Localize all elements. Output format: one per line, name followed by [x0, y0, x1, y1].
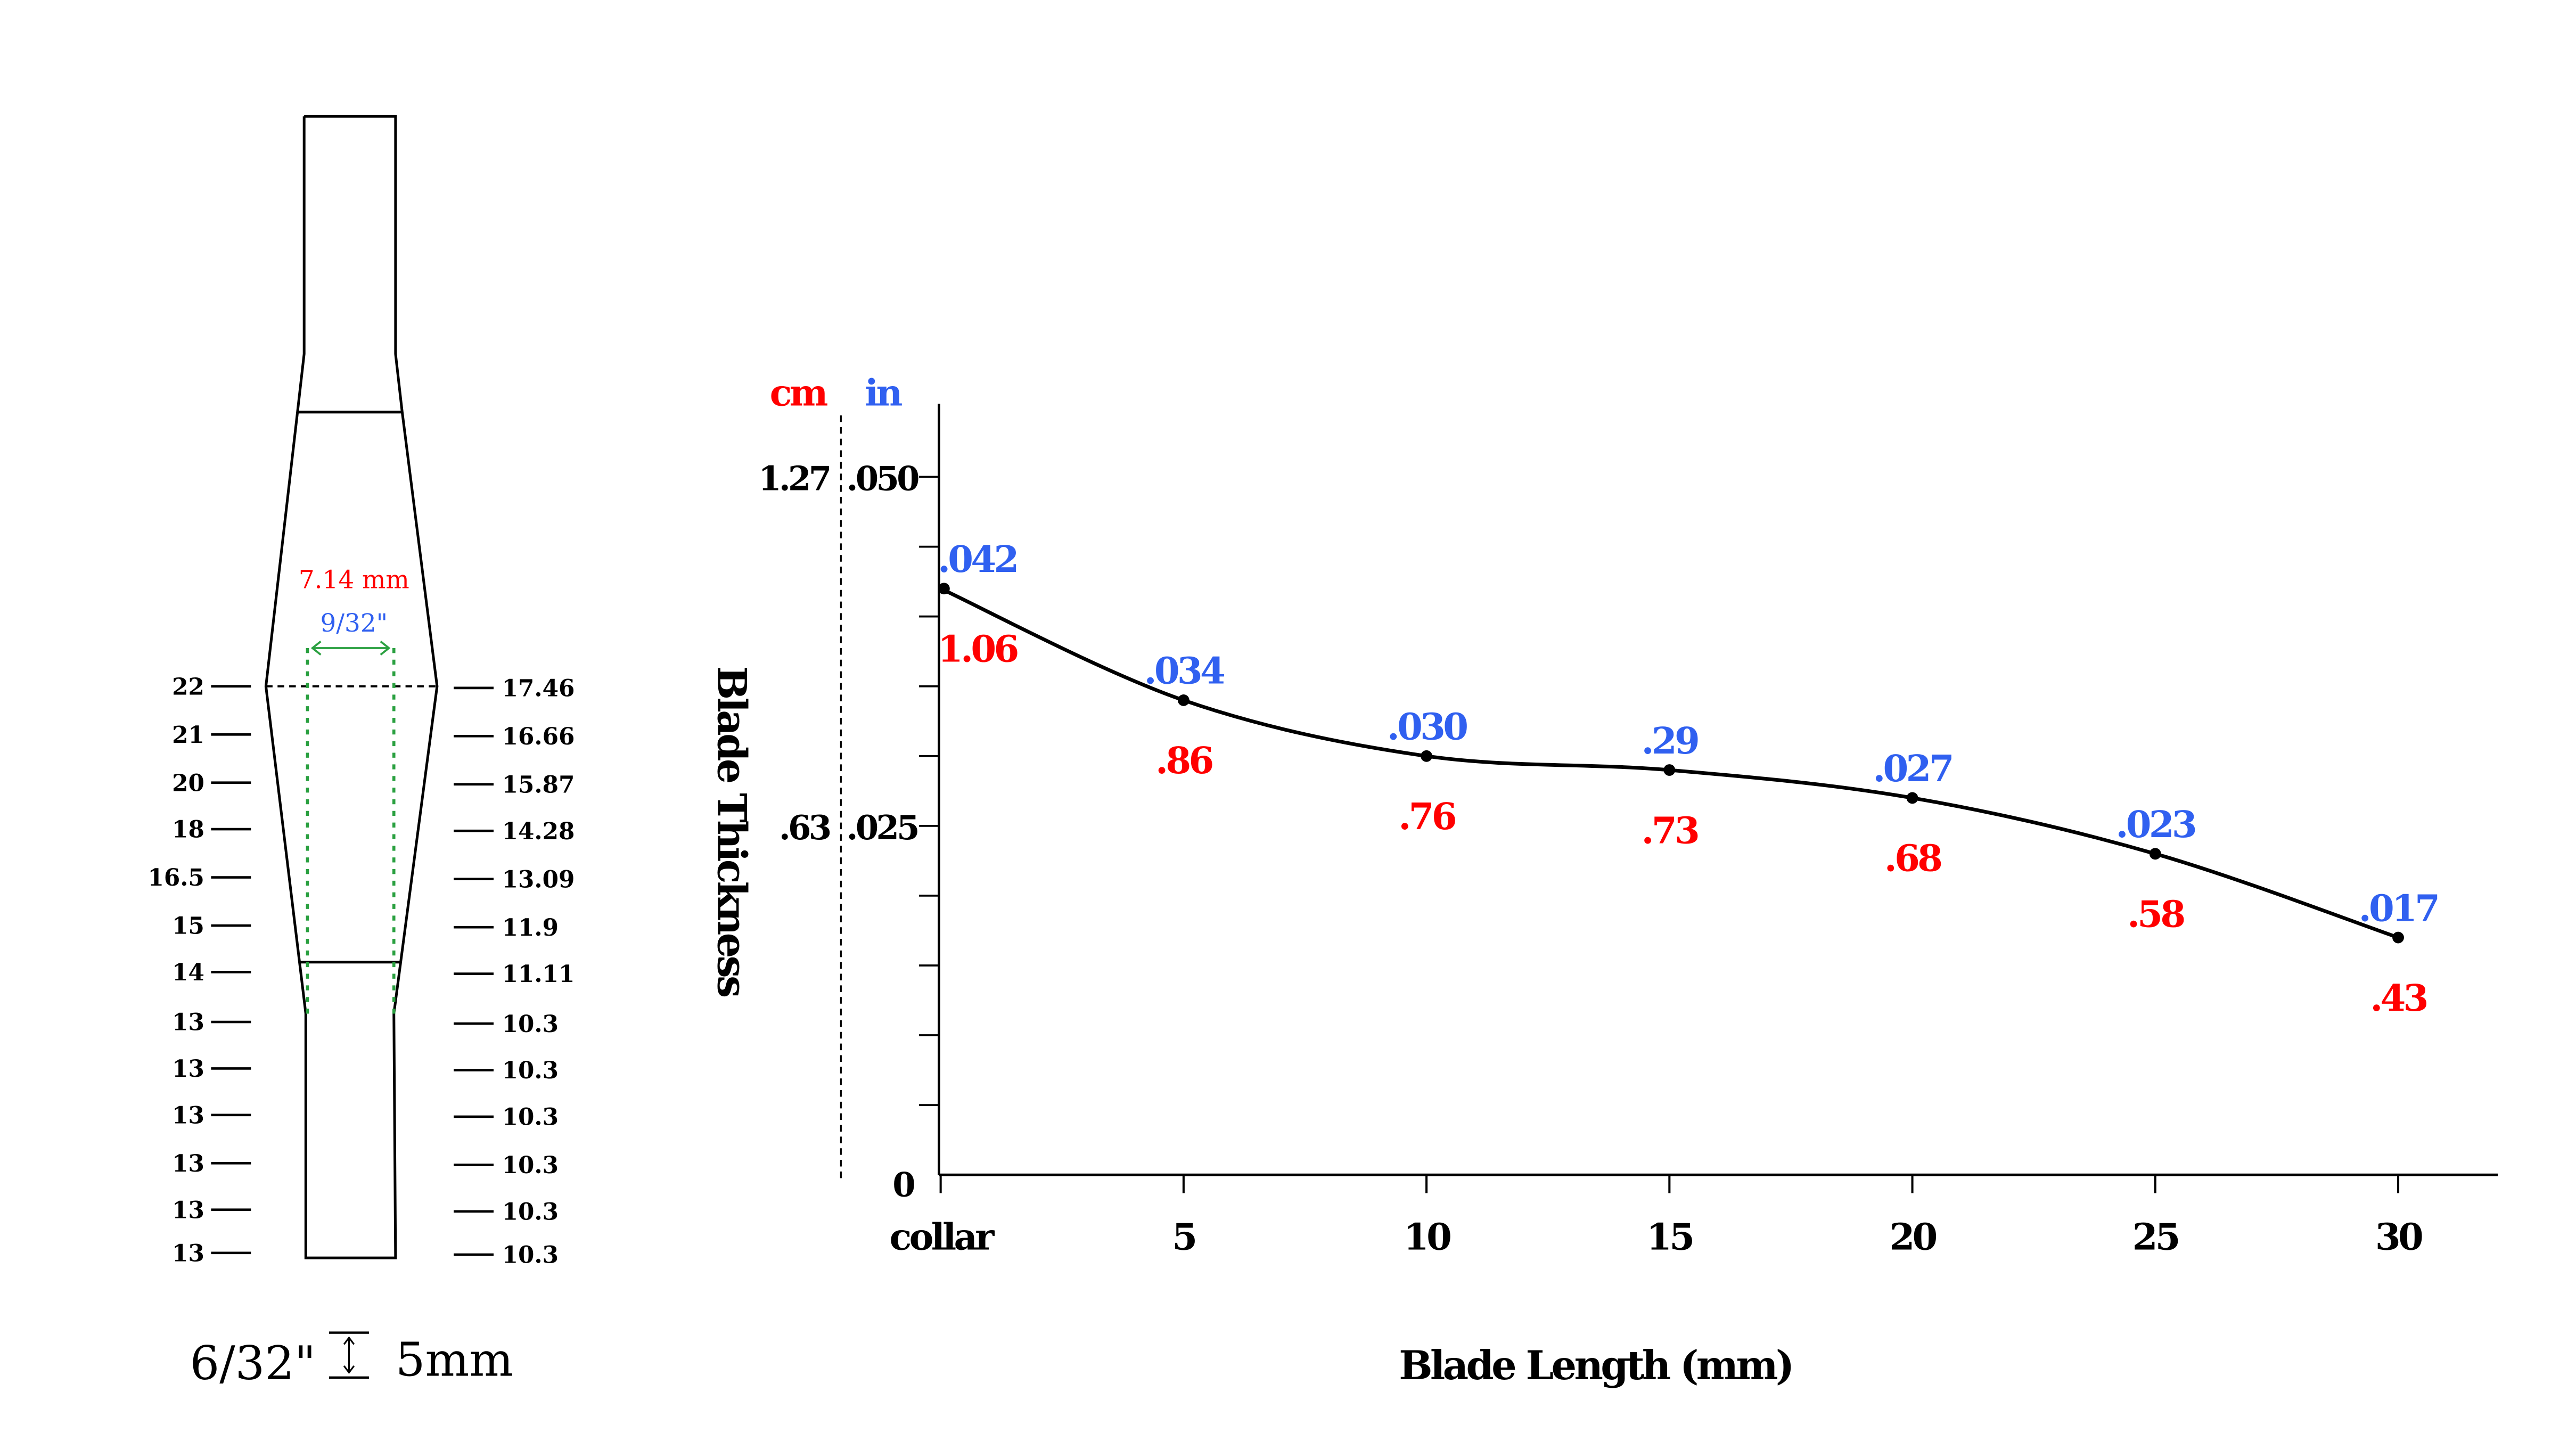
left-scale-label: 22	[172, 673, 204, 700]
blade-outline	[264, 114, 439, 1259]
right-scale-label: 15.87	[502, 771, 575, 798]
x-tick-label: 5	[1172, 1216, 1195, 1259]
data-label-cm: .68	[1884, 838, 1941, 880]
y-axis-title: Blade Thickness	[708, 666, 755, 997]
width-label-in: 9/32"	[321, 609, 388, 638]
right-scale-label: 11.11	[502, 961, 575, 988]
left-scale-label: 16.5	[147, 864, 204, 891]
left-scale-label: 21	[172, 722, 204, 749]
x-axis-title: Blade Length (mm)	[1399, 1342, 1792, 1389]
width-label-mm: 7.14 mm	[299, 566, 409, 595]
data-label-cm: .73	[1642, 809, 1698, 852]
data-point	[1421, 750, 1433, 762]
data-label-in: .29	[1642, 720, 1698, 763]
right-scale-label: 11.9	[502, 914, 559, 942]
right-scale-label: 10.3	[502, 1011, 559, 1038]
left-scale-label: 15	[172, 913, 204, 940]
right-scale-label: 16.66	[502, 723, 575, 750]
unit-label-cm: cm	[770, 372, 828, 414]
data-label-in: .023	[2116, 804, 2195, 846]
data-label-in: .030	[1387, 706, 1467, 749]
data-point	[1663, 764, 1676, 776]
x-tick-label: collar	[889, 1216, 995, 1259]
right-scale-label: 10.3	[502, 1057, 559, 1084]
width-arrow-icon	[310, 641, 391, 656]
unit-label-in: in	[865, 372, 902, 414]
y-tick-label-in: .050	[847, 459, 919, 498]
x-tick-label: 20	[1889, 1216, 1936, 1259]
left-scale-label: 13	[172, 1150, 204, 1177]
data-point	[2149, 848, 2161, 860]
y-tick-label-cm: .63	[779, 808, 830, 847]
right-scale-label: 14.28	[502, 818, 575, 845]
left-scale-label: 18	[172, 816, 204, 844]
right-scale-label: 10.3	[502, 1104, 559, 1131]
data-point	[1906, 792, 1918, 804]
left-scale-label: 13	[172, 1102, 204, 1129]
bottom-label-mm: 5mm	[396, 1333, 513, 1387]
left-scale-label: 13	[172, 1240, 204, 1267]
data-label-in: .042	[938, 538, 1016, 581]
height-dimension-icon	[329, 1331, 369, 1379]
data-label-in: .034	[1144, 650, 1224, 693]
data-label-cm: .86	[1155, 740, 1212, 782]
x-tick-label: 25	[2132, 1216, 2178, 1259]
blade-scales: 22 17.46 21 16.66 20 15.87 18 14.28 16.5 13.09 15 1…	[147, 673, 575, 1268]
left-scale-label: 13	[172, 1055, 204, 1083]
y-zero-label: 0	[892, 1165, 915, 1205]
data-label-cm: .43	[2370, 977, 2426, 1020]
data-label-cm: .76	[1398, 796, 1455, 838]
data-point	[1177, 694, 1189, 706]
left-scale-label: 13	[172, 1197, 204, 1224]
y-tick-label-in: .025	[847, 808, 918, 847]
bottom-label-in: 6/32"	[190, 1336, 316, 1390]
data-point	[938, 583, 950, 595]
chart-marks: .050 .025 1.27 .63 .042 1.06 collar .034 .86 5 .03…	[758, 459, 2440, 1259]
data-point	[2392, 931, 2404, 944]
data-label-in: .027	[1873, 748, 1951, 790]
left-scale-label: 20	[172, 769, 204, 797]
x-tick-label: 30	[2375, 1216, 2422, 1259]
data-label-in: .017	[2359, 887, 2438, 930]
x-tick-label: 10	[1404, 1216, 1450, 1259]
x-tick-label: 15	[1646, 1216, 1692, 1259]
data-label-cm: 1.06	[938, 628, 1018, 671]
right-scale-label: 17.46	[502, 675, 575, 702]
right-scale-label: 10.3	[502, 1198, 559, 1225]
left-scale-label: 14	[172, 959, 204, 986]
left-scale-label: 13	[172, 1009, 204, 1036]
data-label-cm: .58	[2127, 894, 2184, 936]
blade-diagram	[264, 114, 439, 1259]
thickness-chart: cm in Blade Thickness Blade Length (mm) …	[708, 372, 2498, 1389]
right-scale-label: 10.3	[502, 1152, 559, 1179]
right-scale-label: 10.3	[502, 1242, 559, 1269]
right-scale-label: 13.09	[502, 866, 575, 893]
y-tick-label-cm: 1.27	[758, 459, 830, 498]
